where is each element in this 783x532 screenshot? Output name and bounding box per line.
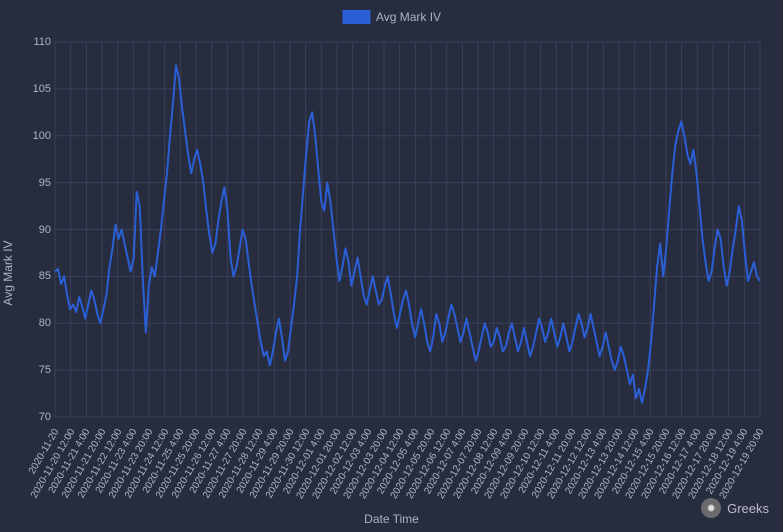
y-tick-label: 80 (27, 317, 51, 329)
y-tick-label: 110 (27, 36, 51, 48)
watermark-text: Greeks (727, 501, 769, 516)
y-tick-label: 85 (27, 270, 51, 282)
y-tick-label: 70 (27, 411, 51, 423)
y-tick-label: 100 (27, 130, 51, 142)
y-tick-label: 95 (27, 177, 51, 189)
y-tick-label: 105 (27, 83, 51, 95)
watermark-icon: ✹ (701, 498, 721, 518)
y-tick-label: 75 (27, 364, 51, 376)
watermark: ✹ Greeks (701, 498, 769, 518)
chart-container: Avg Mark IV Avg Mark IV Date Time 707580… (0, 0, 783, 532)
y-tick-label: 90 (27, 224, 51, 236)
